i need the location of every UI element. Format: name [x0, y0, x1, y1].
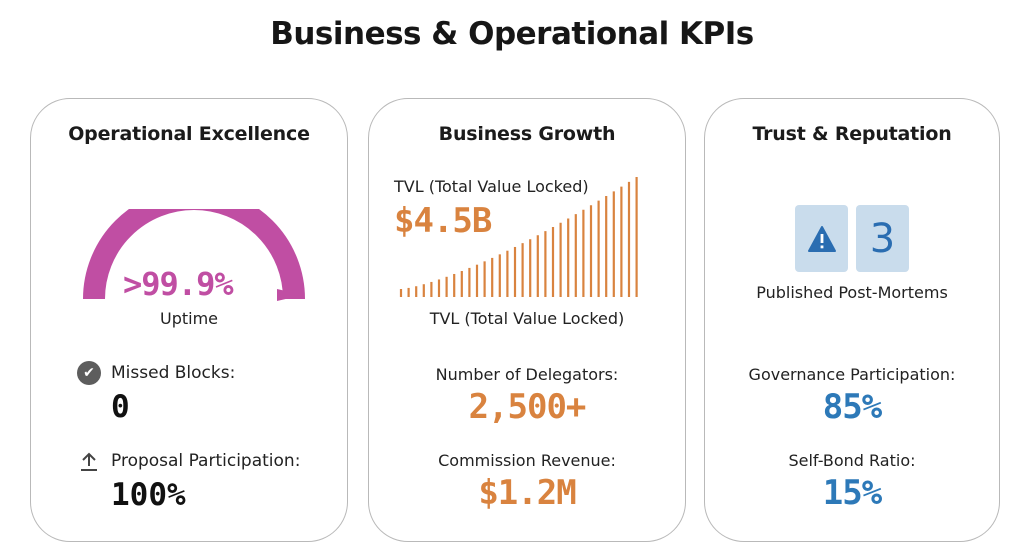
business-growth-title: Business Growth — [438, 123, 616, 145]
proposal-participation-value: 100% — [111, 477, 186, 513]
uptime-gauge — [83, 209, 305, 301]
commission-label: Commission Revenue: — [438, 451, 616, 470]
tvl-value: $4.5B — [394, 201, 492, 241]
trust-reputation-card: Trust & Reputation 3 Published Post-Mort… — [704, 98, 1000, 542]
tvl-top-label: TVL (Total Value Locked) — [394, 177, 589, 196]
page-title: Business & Operational KPIs — [270, 16, 754, 52]
delegators-label: Number of Delegators: — [435, 365, 619, 384]
proposal-participation-row: Proposal Participation: — [77, 449, 300, 473]
uptime-value: >99.9% — [123, 265, 234, 303]
proposal-participation-label: Proposal Participation: — [111, 451, 301, 471]
governance-label: Governance Participation: — [748, 365, 956, 384]
uptime-label: Uptime — [159, 309, 218, 328]
post-mortems-count-tile: 3 — [856, 205, 909, 272]
post-mortems-tiles: 3 — [795, 205, 909, 272]
tvl-sparkline — [399, 177, 638, 297]
self-bond-label: Self-Bond Ratio: — [788, 451, 916, 470]
upload-arrow-icon — [77, 449, 101, 473]
operational-excellence-card: Operational Excellence >99.9% Uptime ✔ M… — [30, 98, 348, 542]
commission-value: $1.2M — [478, 473, 576, 513]
trust-reputation-title: Trust & Reputation — [752, 123, 952, 145]
gauge-needle — [277, 289, 303, 301]
check-circle-icon: ✔ — [77, 361, 101, 385]
warning-tile — [795, 205, 848, 272]
operational-excellence-title: Operational Excellence — [68, 123, 310, 145]
delegators-value: 2,500+ — [468, 387, 587, 427]
missed-blocks-label: Missed Blocks: — [111, 363, 236, 383]
missed-blocks-row: ✔ Missed Blocks: — [77, 361, 235, 385]
warning-icon — [807, 225, 836, 252]
tvl-bottom-label: TVL (Total Value Locked) — [429, 309, 625, 328]
post-mortems-label: Published Post-Mortems — [756, 283, 948, 302]
post-mortems-count: 3 — [869, 215, 896, 262]
business-growth-card: Business Growth TVL (Total Value Locked)… — [368, 98, 686, 542]
self-bond-value: 15% — [822, 473, 882, 513]
governance-value: 85% — [822, 387, 882, 427]
missed-blocks-value: 0 — [111, 389, 130, 425]
